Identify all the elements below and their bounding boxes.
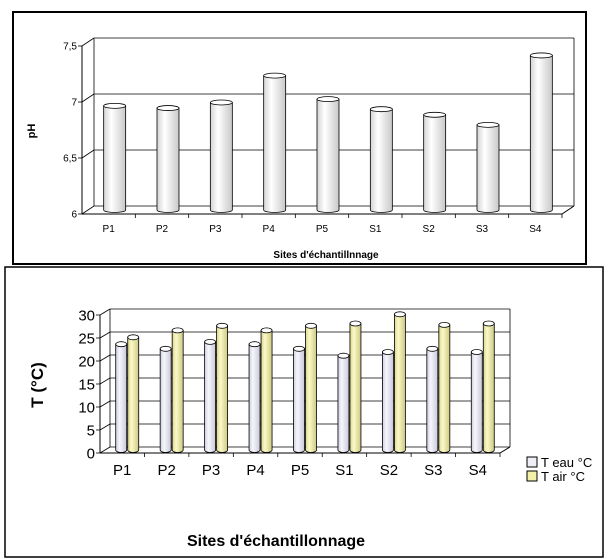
bar bbox=[248, 341, 261, 453]
grid-diagonal bbox=[81, 37, 95, 47]
grid-diagonal bbox=[99, 446, 111, 454]
y-tick-label: 5 bbox=[87, 422, 95, 439]
y-tick-label: 6,5 bbox=[63, 154, 77, 165]
x-tick-label: P1 bbox=[113, 462, 131, 479]
grid-diagonal bbox=[81, 149, 95, 159]
x-tick-label: S2 bbox=[423, 224, 436, 235]
bar bbox=[293, 345, 305, 453]
x-tick-label: P3 bbox=[209, 224, 222, 235]
x-tick-label: P5 bbox=[316, 224, 329, 235]
temperature-chart: 0 5 10 15 20 25 30 P1 P2 P3 P4 P5 S1 S2 S3 S4 bbox=[78, 307, 511, 479]
ph-chart: 6 6,5 7 7,5 P1 P2 P3 P4 P5 S1 S2 S3 S4 bbox=[63, 37, 575, 235]
bar bbox=[426, 345, 439, 453]
grid-diagonal bbox=[81, 205, 95, 215]
grid-diagonal bbox=[99, 331, 111, 339]
x-tick-label: P2 bbox=[157, 462, 175, 479]
x-tick-label: P4 bbox=[246, 462, 264, 479]
legend-swatch-t-air bbox=[526, 470, 538, 482]
bar bbox=[438, 321, 451, 453]
bar bbox=[115, 341, 128, 453]
ph-axis-label: pH bbox=[26, 124, 38, 139]
y-tick-label: 15 bbox=[78, 376, 95, 393]
y-tick-label: 25 bbox=[78, 330, 95, 347]
bar bbox=[260, 327, 273, 453]
bar bbox=[529, 52, 553, 213]
x-tick-label: P2 bbox=[156, 224, 169, 235]
bar bbox=[156, 105, 180, 213]
temp-chart-frame bbox=[4, 266, 604, 558]
temp-legend: T eau °C T air °C bbox=[526, 455, 592, 484]
y-tick-label: 6 bbox=[71, 210, 77, 221]
legend-label-t-eau: T eau °C bbox=[541, 455, 592, 470]
bar bbox=[393, 311, 406, 453]
bar bbox=[263, 72, 287, 213]
bar bbox=[381, 349, 394, 453]
bar bbox=[305, 322, 317, 453]
grid-diagonal bbox=[99, 400, 111, 408]
bar bbox=[209, 99, 233, 213]
x-tick-label: P3 bbox=[202, 462, 220, 479]
x-tick-label: S3 bbox=[424, 462, 442, 479]
grid-diagonal bbox=[99, 377, 111, 385]
legend-label-t-air: T air °C bbox=[541, 469, 585, 484]
x-tick-label: P5 bbox=[291, 462, 309, 479]
bar bbox=[204, 338, 217, 453]
y-tick-label: 7,5 bbox=[63, 42, 77, 53]
ph-chart-frame bbox=[12, 11, 587, 265]
bar bbox=[423, 111, 447, 213]
temp-x-axis-title: Sites d'échantillonnage bbox=[187, 533, 365, 550]
ph-x-axis-title: Sites d'échantillnnage bbox=[273, 250, 379, 261]
y-tick-label: 30 bbox=[78, 307, 95, 324]
x-tick-label: P1 bbox=[103, 224, 116, 235]
grid-diagonal bbox=[99, 423, 111, 431]
grid-diagonal bbox=[99, 308, 111, 316]
x-tick-label: S2 bbox=[380, 462, 398, 479]
x-tick-label: S1 bbox=[335, 462, 353, 479]
temp-axis-label: T (°C) bbox=[28, 362, 47, 408]
bar bbox=[470, 349, 483, 453]
y-tick-label: 20 bbox=[78, 353, 95, 370]
x-tick-label: P4 bbox=[263, 224, 276, 235]
grid-diagonal bbox=[99, 354, 111, 362]
bar bbox=[476, 121, 500, 213]
bar bbox=[127, 334, 140, 453]
bar bbox=[216, 322, 229, 453]
bar bbox=[316, 96, 340, 213]
y-tick-label: 7 bbox=[71, 98, 77, 109]
y-tick-label: 10 bbox=[78, 399, 95, 416]
x-tick-label: S4 bbox=[469, 462, 487, 479]
bar bbox=[103, 102, 127, 213]
x-tick-label: S1 bbox=[369, 224, 382, 235]
bar bbox=[159, 345, 172, 453]
y-tick-label: 0 bbox=[87, 445, 95, 462]
bar bbox=[482, 320, 495, 453]
x-tick-label: S4 bbox=[529, 224, 542, 235]
bar bbox=[349, 320, 362, 453]
grid-diagonal bbox=[81, 93, 95, 103]
bar bbox=[337, 352, 350, 453]
x-tick-label: S3 bbox=[476, 224, 489, 235]
legend-swatch-t-eau bbox=[526, 456, 538, 468]
bar bbox=[171, 327, 184, 453]
bar bbox=[369, 106, 393, 213]
